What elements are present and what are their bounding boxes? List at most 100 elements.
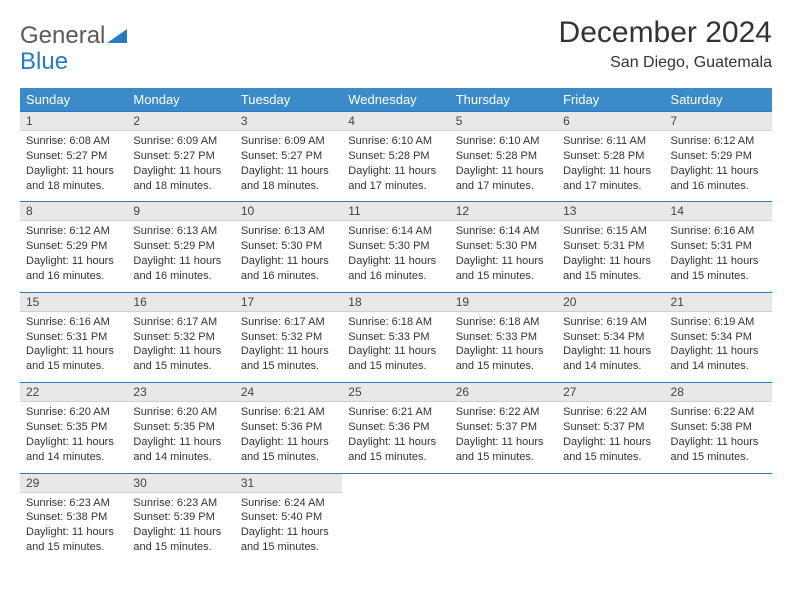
day-number: 15 [20,293,127,312]
calendar-cell: 22Sunrise: 6:20 AMSunset: 5:35 PMDayligh… [20,383,127,473]
title-block: December 2024 San Diego, Guatemala [559,16,772,72]
calendar-cell: 26Sunrise: 6:22 AMSunset: 5:37 PMDayligh… [450,383,557,473]
location: San Diego, Guatemala [559,54,772,72]
sunrise-line: Sunrise: 6:17 AM [241,315,336,330]
day-number: 5 [450,112,557,131]
calendar-cell: 2Sunrise: 6:09 AMSunset: 5:27 PMDaylight… [127,112,234,202]
sunrise-line: Sunrise: 6:13 AM [241,224,336,239]
day-info: Sunrise: 6:11 AMSunset: 5:28 PMDaylight:… [557,131,664,201]
sunset-line: Sunset: 5:32 PM [133,330,228,345]
day-info: Sunrise: 6:22 AMSunset: 5:38 PMDaylight:… [665,402,772,472]
calendar-cell: 6Sunrise: 6:11 AMSunset: 5:28 PMDaylight… [557,112,664,202]
daylight-line: Daylight: 11 hours and 15 minutes. [26,525,121,555]
day-number: 18 [342,293,449,312]
daylight-line: Daylight: 11 hours and 17 minutes. [348,164,443,194]
sunset-line: Sunset: 5:28 PM [348,149,443,164]
day-info: Sunrise: 6:16 AMSunset: 5:31 PMDaylight:… [20,312,127,382]
sunrise-line: Sunrise: 6:23 AM [26,496,121,511]
sunset-line: Sunset: 5:30 PM [241,239,336,254]
sunrise-line: Sunrise: 6:10 AM [348,134,443,149]
calendar-cell: .... [450,473,557,563]
sunrise-line: Sunrise: 6:17 AM [133,315,228,330]
sunset-line: Sunset: 5:34 PM [563,330,658,345]
calendar-cell: 13Sunrise: 6:15 AMSunset: 5:31 PMDayligh… [557,202,664,292]
day-number: 14 [665,202,772,221]
calendar-cell: 1Sunrise: 6:08 AMSunset: 5:27 PMDaylight… [20,112,127,202]
logo: General Blue [20,24,127,76]
daylight-line: Daylight: 11 hours and 16 minutes. [133,254,228,284]
day-info: Sunrise: 6:10 AMSunset: 5:28 PMDaylight:… [450,131,557,201]
calendar-cell: 23Sunrise: 6:20 AMSunset: 5:35 PMDayligh… [127,383,234,473]
calendar-cell: 10 Sunrise: 6:13 AMSunset: 5:30 PMDayligh… [235,202,342,292]
day-info: Sunrise: 6:21 AMSunset: 5:36 PMDaylight:… [235,402,342,472]
month-title: December 2024 [559,16,772,50]
calendar-cell: 27Sunrise: 6:22 AMSunset: 5:37 PMDayligh… [557,383,664,473]
sunset-line: Sunset: 5:37 PM [563,420,658,435]
daylight-line: Daylight: 11 hours and 15 minutes. [456,254,551,284]
calendar-cell: .... [557,473,664,563]
day-info: Sunrise: 6:19 AMSunset: 5:34 PMDaylight:… [557,312,664,382]
day-number: 10 [235,202,342,221]
calendar-cell: 31Sunrise: 6:24 AMSunset: 5:40 PMDayligh… [235,473,342,563]
calendar-cell: 18Sunrise: 6:18 AMSunset: 5:33 PMDayligh… [342,292,449,382]
daylight-line: Daylight: 11 hours and 16 minutes. [241,254,336,284]
sunset-line: Sunset: 5:38 PM [671,420,766,435]
day-info: Sunrise: 6:16 AMSunset: 5:31 PMDaylight:… [665,221,772,291]
calendar-row: 29Sunrise: 6:23 AMSunset: 5:38 PMDayligh… [20,473,772,563]
day-info: Sunrise: 6:13 AMSunset: 5:29 PMDaylight:… [127,221,234,291]
sunrise-line: Sunrise: 6:12 AM [671,134,766,149]
day-number: 23 [127,383,234,402]
daylight-line: Daylight: 11 hours and 15 minutes. [26,344,121,374]
day-number: 6 [557,112,664,131]
sunset-line: Sunset: 5:28 PM [456,149,551,164]
sunrise-line: Sunrise: 6:19 AM [671,315,766,330]
day-info: Sunrise: 6:22 AMSunset: 5:37 PMDaylight:… [557,402,664,472]
day-info: Sunrise: 6:14 AMSunset: 5:30 PMDaylight:… [342,221,449,291]
sunset-line: Sunset: 5:29 PM [133,239,228,254]
sunrise-line: Sunrise: 6:20 AM [133,405,228,420]
daylight-line: Daylight: 11 hours and 15 minutes. [671,254,766,284]
day-number: 8 [20,202,127,221]
sunrise-line: Sunrise: 6:15 AM [563,224,658,239]
sunset-line: Sunset: 5:27 PM [133,149,228,164]
sunrise-line: Sunrise: 6:11 AM [563,134,658,149]
sunrise-line: Sunrise: 6:24 AM [241,496,336,511]
sunset-line: Sunset: 5:37 PM [456,420,551,435]
day-header: Monday [127,88,234,112]
day-number: 12 [450,202,557,221]
sunset-line: Sunset: 5:29 PM [671,149,766,164]
sunset-line: Sunset: 5:32 PM [241,330,336,345]
daylight-line: Daylight: 11 hours and 14 minutes. [26,435,121,465]
sunrise-line: Sunrise: 6:16 AM [26,315,121,330]
sunset-line: Sunset: 5:33 PM [348,330,443,345]
sunrise-line: Sunrise: 6:18 AM [348,315,443,330]
daylight-line: Daylight: 11 hours and 15 minutes. [241,435,336,465]
calendar-cell: 28Sunrise: 6:22 AMSunset: 5:38 PMDayligh… [665,383,772,473]
sunrise-line: Sunrise: 6:19 AM [563,315,658,330]
day-info: Sunrise: 6:12 AMSunset: 5:29 PMDaylight:… [665,131,772,201]
sunset-line: Sunset: 5:29 PM [26,239,121,254]
day-number: 26 [450,383,557,402]
calendar-row: 1Sunrise: 6:08 AMSunset: 5:27 PMDaylight… [20,112,772,202]
day-number: 30 [127,474,234,493]
day-number: 31 [235,474,342,493]
calendar-cell: 3Sunrise: 6:09 AMSunset: 5:27 PMDaylight… [235,112,342,202]
daylight-line: Daylight: 11 hours and 15 minutes. [563,435,658,465]
calendar-cell: 19Sunrise: 6:18 AMSunset: 5:33 PMDayligh… [450,292,557,382]
daylight-line: Daylight: 11 hours and 15 minutes. [348,435,443,465]
sunrise-line: Sunrise: 6:22 AM [671,405,766,420]
sunset-line: Sunset: 5:31 PM [671,239,766,254]
calendar-cell: 9Sunrise: 6:13 AMSunset: 5:29 PMDaylight… [127,202,234,292]
calendar-cell: 15Sunrise: 6:16 AMSunset: 5:31 PMDayligh… [20,292,127,382]
day-number: 11 [342,202,449,221]
day-number: 3 [235,112,342,131]
sunset-line: Sunset: 5:33 PM [456,330,551,345]
calendar-cell: 7Sunrise: 6:12 AMSunset: 5:29 PMDaylight… [665,112,772,202]
sunrise-line: Sunrise: 6:22 AM [563,405,658,420]
day-info: Sunrise: 6:14 AMSunset: 5:30 PMDaylight:… [450,221,557,291]
logo-word1: General [20,22,105,49]
day-number: 13 [557,202,664,221]
sunrise-line: Sunrise: 6:09 AM [241,134,336,149]
day-info: Sunrise: 6:15 AMSunset: 5:31 PMDaylight:… [557,221,664,291]
daylight-line: Daylight: 11 hours and 14 minutes. [133,435,228,465]
